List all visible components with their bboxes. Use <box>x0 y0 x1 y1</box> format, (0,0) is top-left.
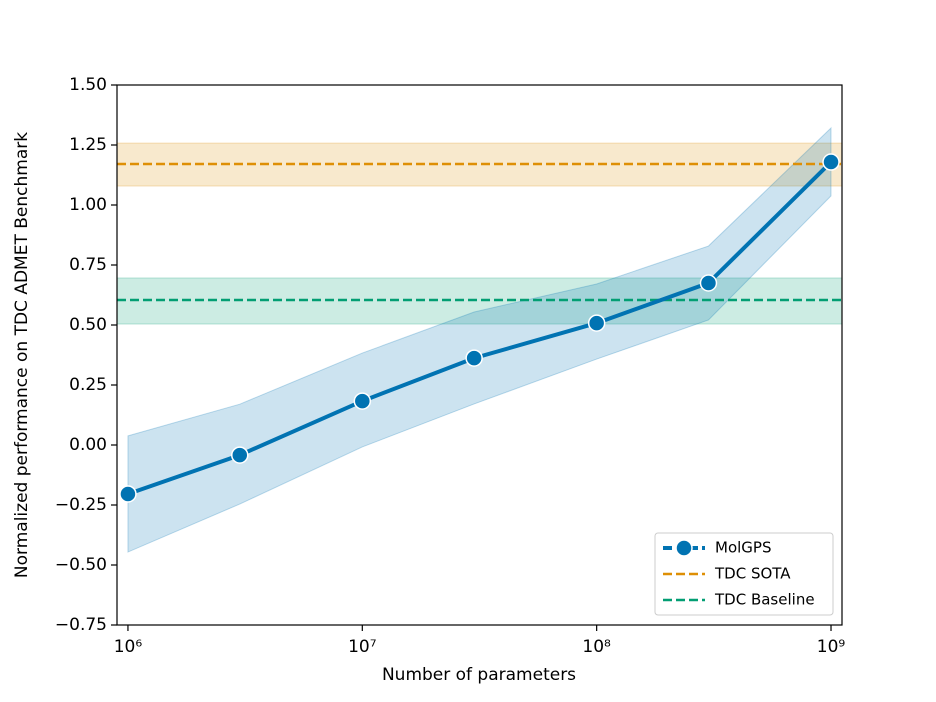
y-tick-label: −0.50 <box>55 555 107 575</box>
y-tick-label: 0.25 <box>69 375 107 395</box>
plot-frame <box>116 84 843 626</box>
x-tick-label: 10⁷ <box>348 637 377 657</box>
data-point <box>822 153 840 171</box>
x-tick-label: 10⁶ <box>114 637 143 657</box>
y-tick-label: 0.75 <box>69 255 107 275</box>
data-point <box>587 314 606 332</box>
y-tick-label: 0.50 <box>69 315 107 335</box>
y-axis-label: Normalized performance on TDC ADMET Benc… <box>12 132 32 578</box>
x-tick-label: 10⁸ <box>582 637 611 657</box>
y-tick-label: 0.00 <box>69 435 107 455</box>
y-tick-label: 1.00 <box>69 195 107 215</box>
data-point <box>119 485 137 503</box>
y-tick-label: 1.25 <box>69 135 107 155</box>
data-point <box>465 349 483 367</box>
data-point <box>231 446 249 464</box>
legend-marker <box>675 539 693 557</box>
legend-box <box>654 532 834 616</box>
legend-label: TDC Baseline <box>714 591 815 609</box>
x-axis-label: Number of parameters <box>382 665 576 685</box>
data-point <box>699 274 718 292</box>
legend-label: TDC SOTA <box>714 565 791 583</box>
confidence-band <box>127 126 832 553</box>
y-tick-label: 1.50 <box>69 75 107 95</box>
y-tick-label: −0.25 <box>55 495 107 515</box>
y-tick-label: −0.75 <box>55 615 107 635</box>
x-tick-label: 10⁹ <box>817 637 846 657</box>
data-point <box>353 392 372 410</box>
legend-label: MolGPS <box>715 539 771 557</box>
legend: MolGPS TDC SOTA TDC Baseline <box>654 532 834 616</box>
